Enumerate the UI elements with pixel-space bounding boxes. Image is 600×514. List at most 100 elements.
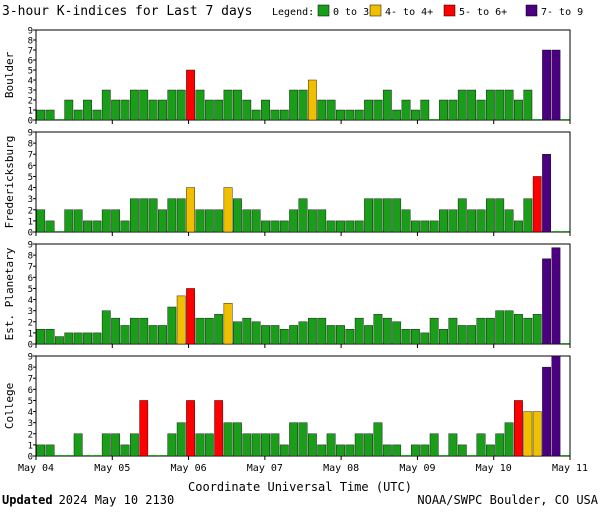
bar-1-29: [307, 209, 317, 233]
y-tick-label-1-3: 3: [28, 195, 33, 205]
y-tick-label-2-5: 5: [28, 285, 33, 295]
bar-1-33: [345, 220, 355, 233]
bar-3-6: [92, 455, 102, 456]
bar-2-1: [45, 329, 55, 345]
bar-0-27: [289, 89, 299, 121]
bar-0-3: [64, 99, 74, 121]
bar-2-10: [129, 317, 139, 345]
y-tick-label-1-0: 0: [28, 229, 33, 239]
bar-2-43: [439, 329, 448, 345]
bar-3-44: [448, 433, 458, 457]
bar-3-33: [345, 444, 355, 457]
bar-3-48: [485, 444, 495, 457]
bar-0-0: [36, 109, 46, 121]
y-tick-label-1-6: 6: [28, 162, 33, 172]
bar-3-10: [129, 433, 139, 457]
bar-1-5: [83, 220, 92, 233]
bar-2-51: [514, 314, 523, 345]
bar-0-2: [55, 119, 64, 120]
bar-0-48: [485, 89, 495, 121]
bar-2-25: [270, 325, 280, 345]
y-tick-label-1-4: 4: [28, 184, 33, 194]
y-tick-label-3-8: 8: [28, 364, 33, 374]
bar-3-16: [186, 400, 195, 457]
bar-2-32: [336, 325, 345, 345]
legend-item-label-0: 0 to 3+: [333, 7, 375, 18]
bar-2-56: [561, 343, 570, 344]
bar-1-54: [542, 154, 551, 233]
bar-2-31: [326, 325, 336, 345]
bar-3-18: [204, 433, 214, 457]
bar-1-43: [439, 209, 448, 233]
bar-2-5: [83, 332, 92, 345]
y-axis-label-0: Boulder: [3, 51, 16, 98]
bar-1-1: [45, 220, 55, 233]
bar-2-49: [495, 310, 505, 345]
bar-1-35: [364, 198, 373, 233]
bar-3-5: [83, 455, 92, 456]
y-tick-label-0-3: 3: [28, 87, 33, 97]
bar-2-9: [120, 325, 130, 345]
bar-1-8: [111, 209, 121, 233]
bar-2-27: [289, 325, 299, 345]
bar-3-13: [158, 455, 167, 456]
bar-1-37: [382, 198, 392, 233]
bar-0-52: [523, 89, 533, 121]
bar-1-50: [504, 209, 514, 233]
bar-3-15: [176, 422, 186, 457]
bar-2-50: [504, 310, 514, 345]
bar-3-35: [364, 433, 373, 457]
bar-0-20: [223, 89, 233, 121]
bar-1-46: [467, 209, 477, 233]
bar-0-33: [345, 109, 355, 121]
y-axis-label-1: Fredericksburg: [3, 136, 16, 229]
bar-0-18: [204, 99, 214, 121]
bar-3-1: [45, 444, 55, 457]
bar-1-53: [532, 176, 542, 233]
y-tick-label-3-6: 6: [28, 386, 33, 396]
bar-2-41: [420, 332, 430, 345]
bar-2-54: [542, 258, 551, 345]
bar-3-47: [476, 433, 486, 457]
bar-3-36: [373, 422, 383, 457]
y-axis-label-3: College: [3, 383, 16, 429]
bar-0-15: [176, 89, 186, 121]
bar-3-49: [495, 433, 505, 457]
legend-swatch-3: [525, 4, 538, 17]
bar-3-56: [561, 455, 570, 456]
bar-3-50: [504, 422, 514, 457]
bar-0-19: [214, 99, 224, 121]
bar-1-27: [289, 209, 299, 233]
bar-3-30: [317, 444, 327, 457]
bar-2-23: [251, 321, 261, 345]
bar-1-6: [92, 220, 102, 233]
y-tick-label-2-4: 4: [28, 296, 33, 306]
bar-2-6: [92, 332, 102, 345]
bar-0-14: [167, 89, 177, 121]
y-tick-label-1-9: 9: [28, 129, 33, 139]
bar-3-8: [111, 433, 121, 457]
bar-2-18: [204, 317, 214, 345]
bar-2-22: [242, 317, 252, 345]
y-tick-label-0-6: 6: [28, 57, 33, 67]
y-tick-label-0-9: 9: [28, 27, 33, 37]
y-tick-label-1-8: 8: [28, 140, 33, 150]
bar-2-8: [111, 317, 121, 345]
legend: Legend: 0 to 3+ 4- to 4+ 5- to 6+ 7- to 9: [272, 4, 583, 18]
bar-2-35: [364, 325, 373, 345]
bar-2-40: [411, 329, 420, 345]
bar-3-45: [457, 444, 467, 457]
bar-3-40: [411, 444, 420, 457]
bar-0-29: [307, 79, 317, 121]
bar-1-44: [448, 209, 458, 233]
x-tick-label-1: May 05: [94, 463, 130, 474]
footer-credit: NOAA/SWPC Boulder, CO USA: [417, 493, 598, 507]
bar-2-2: [55, 336, 64, 345]
legend-item-label-2: 5- to 6+: [459, 7, 507, 18]
bar-3-23: [251, 433, 261, 457]
y-tick-label-0-8: 8: [28, 37, 33, 47]
x-tick-label-6: May 10: [476, 463, 512, 474]
y-tick-label-3-2: 2: [28, 430, 33, 440]
bar-0-12: [148, 99, 158, 121]
bar-1-4: [73, 209, 83, 233]
